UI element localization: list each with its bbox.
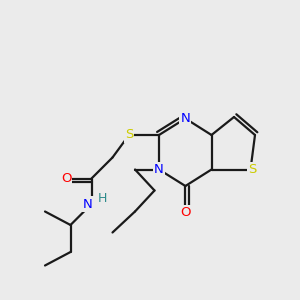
Text: N: N (181, 112, 190, 125)
Text: N: N (83, 197, 93, 211)
Text: O: O (61, 172, 71, 185)
Text: O: O (180, 206, 191, 220)
Text: N: N (154, 163, 164, 176)
Text: H: H (97, 192, 107, 205)
Text: S: S (248, 163, 256, 176)
Text: S: S (125, 128, 133, 142)
